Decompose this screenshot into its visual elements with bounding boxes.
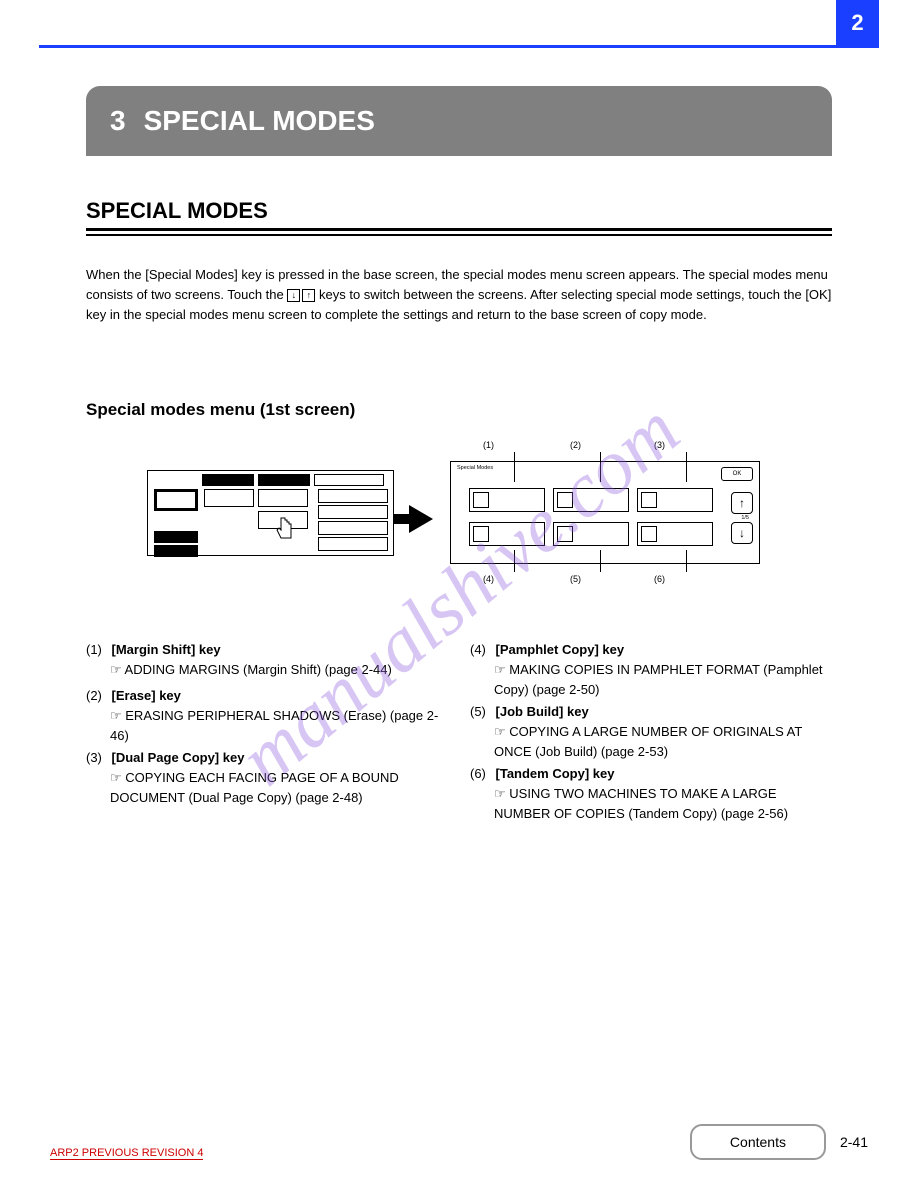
def-6: (6) [Tandem Copy] key ☞ USING TWO MACHIN… [470,764,830,824]
def-1-num: (1) [86,642,102,657]
callout-4: (4) [483,574,494,585]
job-build-button[interactable] [553,522,629,546]
callout-line-6 [686,550,687,572]
callout-line-5 [600,550,601,572]
dual-page-button[interactable] [637,488,713,512]
erase-icon [557,492,573,508]
ok-button[interactable]: OK [721,467,753,481]
up-arrow-icon: ↑ [302,289,315,302]
menu-frame: Special Modes OK ↑ ↓ 1/5 [450,461,760,564]
def-1: (1) [Margin Shift] key ☞ ADDING MARGINS … [86,640,446,680]
section-banner: 3 SPECIAL MODES [86,86,832,156]
def-5: (5) [Job Build] key ☞ COPYING A LARGE NU… [470,702,830,762]
original-btn [258,489,308,507]
def-2-term: [Erase] key [112,688,181,703]
callout-1: (1) [483,440,494,451]
intro-paragraph: When the [Special Modes] key is pressed … [86,265,832,325]
twosided-btn [318,489,388,503]
output-btn2 [318,505,388,519]
contents-button[interactable]: Contents [690,1124,826,1160]
callout-line-4 [514,550,515,572]
copies-display [204,489,254,507]
def-5-ref: ☞ COPYING A LARGE NUMBER OF ORIGINALS AT… [494,722,830,762]
subheading: Special modes menu (1st screen) [86,400,355,420]
def-6-num: (6) [470,766,486,781]
hand-cursor-icon [273,516,297,544]
def-5-term: [Job Build] key [496,704,589,719]
pamphlet-button[interactable] [469,522,545,546]
menu-title: Special Modes [457,466,493,472]
scroll-down-button[interactable]: ↓ [731,522,753,544]
tandem-button[interactable] [637,522,713,546]
top-border [39,45,879,48]
footer: ARP2 PREVIOUS REVISION 4 Contents 2-41 [50,1124,868,1160]
def-4-term: [Pamphlet Copy] key [496,642,625,657]
page-number: 2-41 [840,1134,868,1150]
quickfile-btn [154,545,198,557]
tab-output [258,474,310,486]
banner-title: SPECIAL MODES [144,105,375,137]
margin-shift-icon [473,492,489,508]
def-2-ref: ☞ ERASING PERIPHERAL SHADOWS (Erase) (pa… [110,706,446,746]
banner-number: 3 [110,105,126,137]
file-btn [154,531,198,543]
pamphlet-icon [473,526,489,542]
def-3: (3) [Dual Page Copy] key ☞ COPYING EACH … [86,748,446,808]
dual-page-icon [641,492,657,508]
main-heading: SPECIAL MODES [86,198,832,224]
erase-button[interactable] [553,488,629,512]
def-3-ref: ☞ COPYING EACH FACING PAGE OF A BOUND DO… [110,768,446,808]
def-3-num: (3) [86,750,102,765]
def-4-ref: ☞ MAKING COPIES IN PAMPHLET FORMAT (Pamp… [494,660,830,700]
tab-colour [202,474,254,486]
heading-rule-2 [86,234,832,236]
revision-text: ARP2 PREVIOUS REVISION 4 [50,1147,203,1160]
callout-3: (3) [654,440,665,451]
def-3-term: [Dual Page Copy] key [112,750,245,765]
down-arrow-icon: ↓ [287,289,300,302]
tandem-icon [641,526,657,542]
preview-area [154,489,198,511]
def-1-term: [Margin Shift] key [112,642,221,657]
ratio-btn [318,537,388,551]
margin-shift-button[interactable] [469,488,545,512]
heading-rule-1 [86,228,832,231]
def-4-num: (4) [470,642,486,657]
callout-5: (5) [570,574,581,585]
def-1-ref: ☞ ADDING MARGINS (Margin Shift) (page 2-… [110,660,392,680]
def-6-ref: ☞ USING TWO MACHINES TO MAKE A LARGE NUM… [494,784,830,824]
def-5-num: (5) [470,704,486,719]
page-indicator: 1/5 [741,516,749,522]
def-4: (4) [Pamphlet Copy] key ☞ MAKING COPIES … [470,640,830,700]
arrow-icon [409,505,433,533]
def-2: (2) [Erase] key ☞ ERASING PERIPHERAL SHA… [86,686,446,746]
callout-6: (6) [654,574,665,585]
base-screen-panel [147,470,394,556]
def-2-num: (2) [86,688,102,703]
chapter-tab: 2 [836,0,879,45]
scroll-up-button[interactable]: ↑ [731,492,753,514]
tab-special-modes[interactable] [314,474,384,486]
callout-2: (2) [570,440,581,451]
job-build-icon [557,526,573,542]
exposure-btn [318,521,388,535]
def-6-term: [Tandem Copy] key [496,766,615,781]
